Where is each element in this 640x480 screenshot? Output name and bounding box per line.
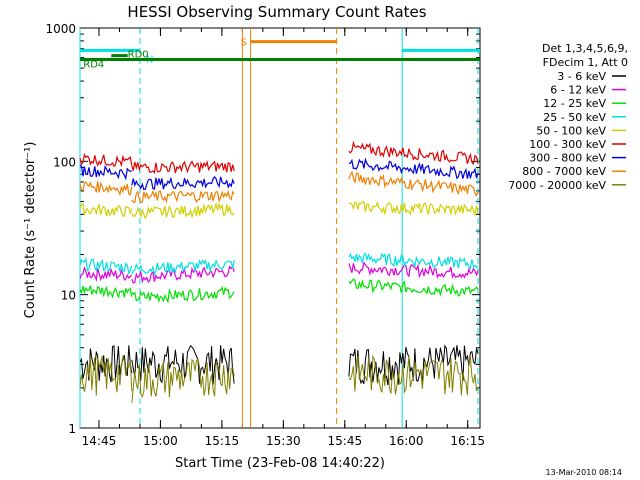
y-axis-label: Count Rate (s⁻¹ detector⁻¹) bbox=[23, 142, 38, 319]
series-line bbox=[131, 189, 235, 204]
flag-label: RD4 bbox=[83, 60, 104, 71]
series-line bbox=[79, 152, 133, 168]
x-tick-label: 15:45 bbox=[328, 434, 363, 448]
series-line bbox=[79, 181, 133, 196]
series-line bbox=[131, 258, 235, 276]
footer-timestamp: 13-Mar-2010 08:14 bbox=[546, 468, 623, 477]
legend-entry-label: 7000 - 20000 keV bbox=[508, 179, 606, 192]
series-line bbox=[79, 257, 133, 275]
legend-entry-label: 100 - 300 keV bbox=[529, 138, 606, 151]
series-line bbox=[131, 285, 235, 304]
series-line bbox=[348, 354, 479, 396]
x-tick-label: 16:00 bbox=[389, 434, 424, 448]
flag-label: RD0 bbox=[128, 50, 149, 61]
series-line bbox=[348, 261, 479, 280]
x-axis-label: Start Time (23-Feb-08 14:40:22) bbox=[175, 456, 385, 471]
legend-entry-label: 300 - 800 keV bbox=[529, 152, 606, 165]
legend-entry-label: 800 - 7000 keV bbox=[522, 165, 606, 178]
x-tick-label: 16:15 bbox=[450, 434, 485, 448]
legend: Det 1,3,4,5,6,9,FDecim 1, Att 03 - 6 keV… bbox=[508, 42, 628, 192]
series-line bbox=[348, 157, 479, 180]
y-tick-label: 1 bbox=[68, 422, 76, 436]
legend-entry-label: 3 - 6 keV bbox=[557, 70, 606, 83]
flag-label: S bbox=[241, 38, 247, 49]
series-line bbox=[348, 170, 479, 197]
series-line bbox=[79, 265, 133, 282]
legend-entry-label: 12 - 25 keV bbox=[543, 97, 606, 110]
series-line bbox=[348, 278, 479, 297]
y-tick-label: 10 bbox=[61, 289, 76, 303]
y-tick-label: 100 bbox=[53, 155, 76, 169]
series-line bbox=[348, 200, 479, 217]
legend-entry-label: 50 - 100 keV bbox=[536, 124, 606, 137]
series-line bbox=[79, 285, 133, 299]
x-tick-label: 14:45 bbox=[82, 434, 117, 448]
series-line bbox=[79, 164, 132, 181]
series-line bbox=[131, 160, 235, 174]
series-line bbox=[131, 265, 235, 284]
legend-entry-label: 6 - 12 keV bbox=[550, 84, 606, 97]
legend-entry-label: 25 - 50 keV bbox=[543, 111, 606, 124]
series-line bbox=[131, 201, 235, 220]
legend-header: FDecim 1, Att 0 bbox=[543, 56, 628, 69]
x-tick-label: 15:15 bbox=[205, 434, 240, 448]
series-line bbox=[348, 140, 479, 166]
series-line bbox=[79, 355, 133, 396]
series-line bbox=[348, 252, 479, 270]
y-tick-label: 1000 bbox=[45, 22, 76, 36]
x-tick-label: 15:00 bbox=[143, 434, 178, 448]
series-line bbox=[79, 202, 133, 217]
series-line bbox=[131, 358, 235, 404]
plot-layer: 1 10 100 1000 14:45 15:00 15:15 15:30 15:45 16:00… bbox=[45, 22, 485, 448]
series-line bbox=[131, 175, 235, 191]
legend-header: Det 1,3,4,5,6,9, bbox=[542, 42, 628, 55]
x-tick-label: 15:30 bbox=[266, 434, 301, 448]
chart-title: HESSI Observing Summary Count Rates bbox=[127, 3, 426, 21]
